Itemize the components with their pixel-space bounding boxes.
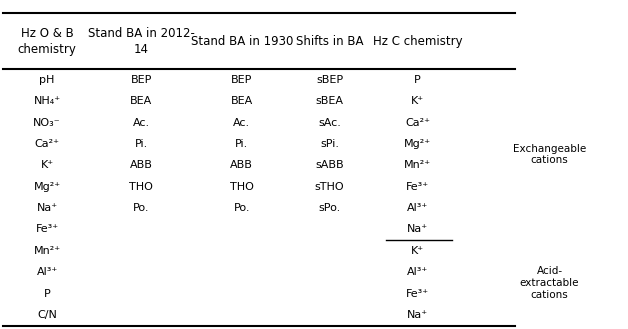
Text: BEA: BEA <box>230 96 253 106</box>
Text: Fe³⁺: Fe³⁺ <box>406 182 429 192</box>
Text: Po.: Po. <box>133 203 149 213</box>
Text: sAc.: sAc. <box>318 117 341 128</box>
Text: Fe³⁺: Fe³⁺ <box>406 289 429 299</box>
Text: Stand BA in 2012-
14: Stand BA in 2012- 14 <box>88 27 195 56</box>
Text: Al³⁺: Al³⁺ <box>36 267 58 277</box>
Text: Mg²⁺: Mg²⁺ <box>33 182 61 192</box>
Text: sPi.: sPi. <box>320 139 339 149</box>
Text: Fe³⁺: Fe³⁺ <box>36 224 58 235</box>
Text: K⁺: K⁺ <box>41 160 53 170</box>
Text: THO: THO <box>230 182 254 192</box>
Text: ABB: ABB <box>130 160 153 170</box>
Text: NO₃⁻: NO₃⁻ <box>33 117 61 128</box>
Text: Na⁺: Na⁺ <box>407 310 428 320</box>
Text: Shifts in BA: Shifts in BA <box>296 35 364 48</box>
Text: Mn²⁺: Mn²⁺ <box>33 246 61 256</box>
Text: sTHO: sTHO <box>315 182 345 192</box>
Text: sBEP: sBEP <box>316 75 344 85</box>
Text: sBEA: sBEA <box>316 96 344 106</box>
Text: Mg²⁺: Mg²⁺ <box>404 139 431 149</box>
Text: Na⁺: Na⁺ <box>36 203 58 213</box>
Text: Ca²⁺: Ca²⁺ <box>35 139 60 149</box>
Text: Ac.: Ac. <box>133 117 150 128</box>
Text: Acid-
extractable
cations: Acid- extractable cations <box>520 266 579 299</box>
Text: THO: THO <box>129 182 153 192</box>
Text: Al³⁺: Al³⁺ <box>407 203 428 213</box>
Text: ABB: ABB <box>230 160 253 170</box>
Text: Hz C chemistry: Hz C chemistry <box>373 35 462 48</box>
Text: sABB: sABB <box>315 160 344 170</box>
Text: Ac.: Ac. <box>233 117 251 128</box>
Text: Pi.: Pi. <box>235 139 249 149</box>
Text: C/N: C/N <box>37 310 57 320</box>
Text: Mn²⁺: Mn²⁺ <box>404 160 431 170</box>
Text: Al³⁺: Al³⁺ <box>407 267 428 277</box>
Text: P: P <box>44 289 50 299</box>
Text: pH: pH <box>40 75 55 85</box>
Text: Ca²⁺: Ca²⁺ <box>405 117 430 128</box>
Text: BEP: BEP <box>231 75 252 85</box>
Text: sPo.: sPo. <box>318 203 341 213</box>
Text: K⁺: K⁺ <box>411 96 424 106</box>
Text: Po.: Po. <box>234 203 250 213</box>
Text: K⁺: K⁺ <box>411 246 424 256</box>
Text: Exchangeable
cations: Exchangeable cations <box>513 144 586 165</box>
Text: BEA: BEA <box>130 96 153 106</box>
Text: Na⁺: Na⁺ <box>407 224 428 235</box>
Text: P: P <box>414 75 421 85</box>
Text: Stand BA in 1930: Stand BA in 1930 <box>190 35 293 48</box>
Text: NH₄⁺: NH₄⁺ <box>33 96 61 106</box>
Text: Pi.: Pi. <box>134 139 148 149</box>
Text: Hz O & B
chemistry: Hz O & B chemistry <box>18 27 77 56</box>
Text: BEP: BEP <box>131 75 152 85</box>
